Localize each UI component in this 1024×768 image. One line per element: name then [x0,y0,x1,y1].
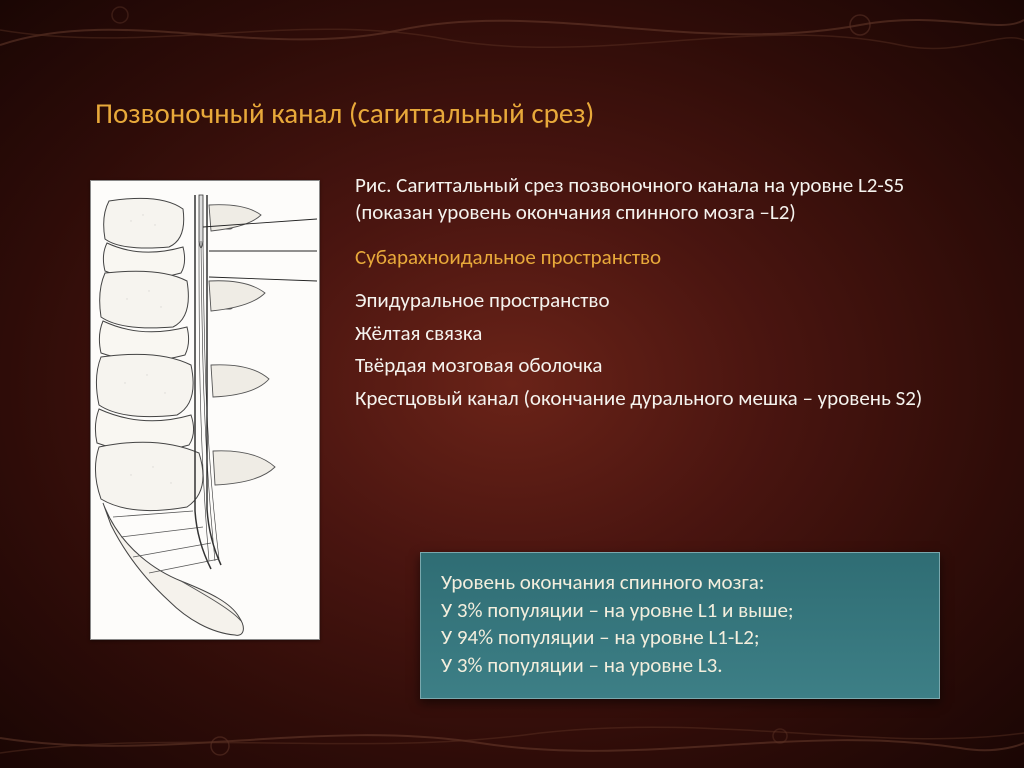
list-item: Крестцовый канал (окончание дурального м… [355,385,945,412]
body-text-block: Рис. Сагиттальный срез позвоночного кана… [355,172,945,418]
slide: Позвоночный канал (сагиттальный срез) L2… [0,0,1024,768]
list-item: Жёлтая связка [355,320,945,347]
decorative-bottom-swirl [0,708,1024,768]
epidural-list: Эпидуральное пространство Жёлтая связка … [355,287,945,413]
list-item: Твёрдая мозговая оболочка [355,352,945,379]
callout-line: У 3% популяции – на уровне L3. [441,652,919,680]
figure-caption: Рис. Сагиттальный срез позвоночного кана… [355,172,945,226]
slide-title: Позвоночный канал (сагиттальный срез) [95,95,594,131]
anatomy-figure: L2 L3 L4 [90,180,320,640]
list-item: Эпидуральное пространство [355,287,945,314]
callout-line: У 3% популяции – на уровне L1 и выше; [441,597,919,625]
leader-line [209,277,317,281]
decorative-top-swirl [0,0,1024,65]
subarachnoid-label: Субарахноидальное пространство [355,244,945,271]
callout-box: Уровень окончания спинного мозга: У 3% п… [420,552,940,699]
callout-title: Уровень окончания спинного мозга: [441,569,919,597]
callout-line: У 94% популяции – на уровне L1-L2; [441,624,919,652]
